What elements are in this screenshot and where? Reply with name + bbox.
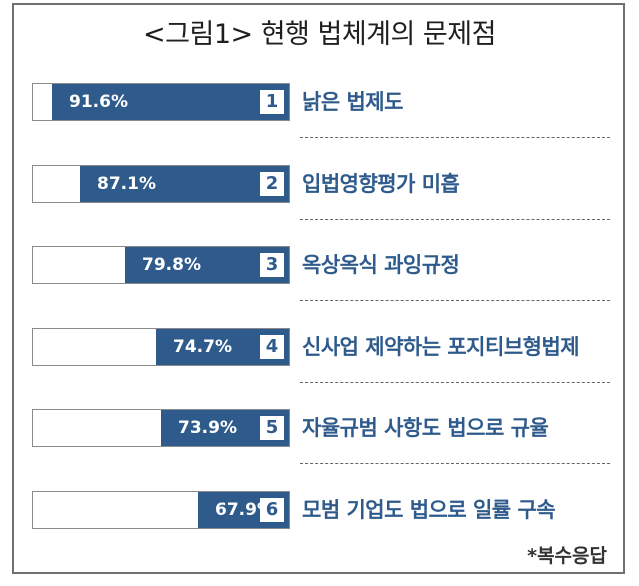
category-label: 모범 기업도 법으로 일률 구속 [302, 497, 556, 522]
bar-track [32, 409, 290, 447]
category-label: 낡은 법제도 [302, 90, 403, 114]
value-label: 79.8% [142, 255, 201, 275]
bar-track [32, 327, 290, 366]
rank-badge: 1 [260, 90, 284, 114]
bar-row: 74.7% 4 신사업 제약하는 포지티브형법제 [32, 327, 612, 383]
row-separator [300, 218, 610, 220]
bar [52, 84, 289, 120]
bar-row: 67.9% 6 모범 기업도 법으로 일률 구속 [32, 490, 612, 541]
bar-row: 91.6% 1 낡은 법제도 [32, 83, 612, 138]
bar-track [32, 490, 290, 529]
row-separator [300, 381, 610, 383]
source-note: *복수응답 [527, 545, 607, 567]
rank-badge: 6 [260, 497, 284, 522]
bar [80, 165, 289, 202]
bar-track [32, 246, 290, 284]
rank-badge: 5 [260, 416, 284, 440]
row-separator [300, 463, 610, 464]
category-label: 자율규범 사항도 법으로 규율 [302, 416, 549, 440]
category-label: 입법영향평가 미흡 [302, 171, 460, 196]
category-label: 신사업 제약하는 포지티브형법제 [302, 334, 580, 359]
row-separator [300, 137, 610, 138]
bar-track [32, 83, 290, 121]
rank-badge: 2 [260, 171, 284, 196]
value-label: 67.9% [215, 499, 274, 520]
bar-row: 79.8% 3 옥상옥식 과잉규정 [32, 246, 612, 301]
chart-title: <그림1> 현행 법체계의 문제점 [143, 19, 496, 50]
value-label: 74.7% [173, 336, 232, 357]
value-label: 73.9% [178, 418, 237, 438]
row-separator [300, 300, 610, 301]
bar-track [32, 164, 290, 203]
value-label: 91.6% [69, 92, 128, 112]
category-label: 옥상옥식 과잉규정 [302, 253, 460, 277]
value-label: 87.1% [97, 173, 156, 194]
bar-row: 73.9% 5 자율규범 사항도 법으로 규율 [32, 409, 612, 464]
rank-badge: 3 [260, 253, 284, 277]
rank-badge: 4 [260, 334, 284, 359]
bar-row: 87.1% 2 입법영향평가 미흡 [32, 164, 612, 220]
chart-frame [12, 3, 625, 574]
